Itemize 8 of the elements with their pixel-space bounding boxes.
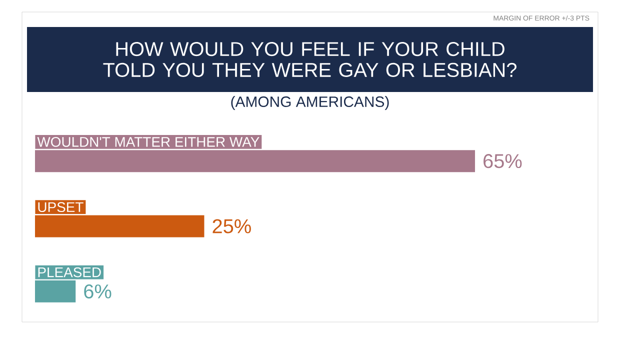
data-label: 65%: [484, 154, 522, 168]
y-tick-label: PLEASED: [38, 267, 101, 278]
data-label: 25%: [212, 219, 251, 234]
y-tick-label: WOULDN'T MATTER EITHER WAY: [37, 136, 260, 147]
chart-subtitle: (AMONG AMERICANS): [231, 96, 389, 110]
y-tick-label: UPSET: [38, 202, 84, 212]
chart-title: HOW WOULD YOU FEEL IF YOUR CHILD TOLD YOU THEY WERE GAY OR LESBIAN?: [103, 42, 516, 78]
data-label: 6%: [84, 284, 112, 298]
